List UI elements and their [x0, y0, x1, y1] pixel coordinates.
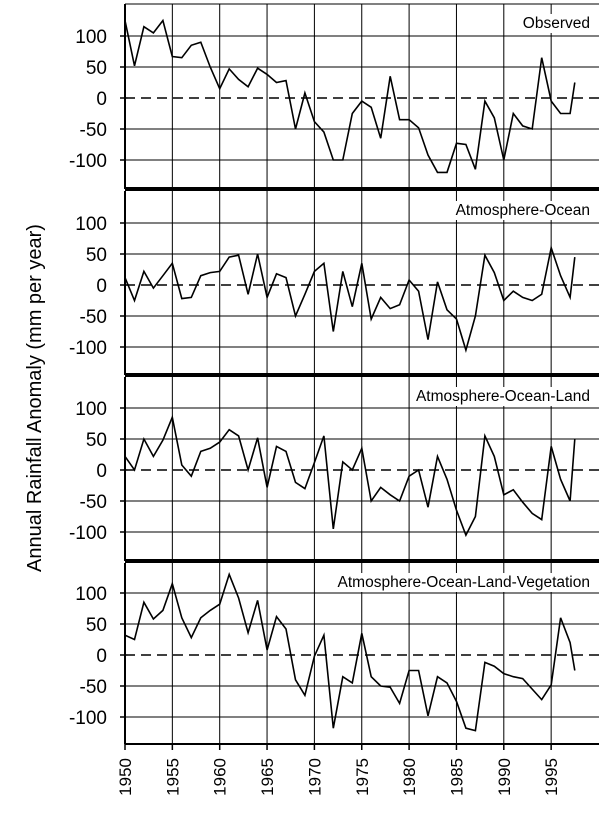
x-tick-label: 1980 [400, 758, 419, 796]
x-tick-label: 1985 [447, 758, 466, 796]
panel-4: 100 50 0 -50 -100 Atmosphere-Ocean-Land-Veget… [69, 563, 599, 745]
x-tick-label: 1995 [542, 758, 561, 796]
x-tick-label: 1975 [353, 758, 372, 796]
x-tick-label: 1970 [305, 758, 324, 796]
y-tick-label: 50 [86, 615, 107, 636]
y-tick-label: -50 [80, 492, 107, 513]
y-tick-label: -50 [80, 307, 107, 328]
panel-title-bg [334, 573, 593, 592]
panel-2: 100 50 0 -50 -100 Atmosphere-Ocean [69, 191, 599, 377]
y-tick-label: -50 [80, 120, 107, 141]
y-tick-label: -100 [69, 338, 107, 359]
y-tick-label: 50 [86, 430, 107, 451]
series-line [125, 244, 576, 353]
y-tick-label: 100 [75, 399, 107, 420]
panel-title: Observed [523, 15, 590, 32]
series-line [125, 572, 576, 732]
x-tick-label: 1955 [163, 758, 182, 796]
y-tick-label: 100 [75, 214, 107, 235]
panel-3: 100 50 0 -50 -100 Atmosphere-Ocean-Land [69, 377, 599, 563]
y-tick-label: -100 [69, 708, 107, 729]
panel-title-bg [452, 201, 593, 220]
y-tick-label: 100 [75, 584, 107, 605]
y-tick-label: 0 [96, 461, 107, 482]
panel-1: 100 50 0 -50 -100 Observed [69, 3, 599, 191]
y-tick-label: 50 [86, 245, 107, 266]
y-tick-label: -100 [69, 523, 107, 544]
y-axis-title: Annual Rainfall Anomaly (mm per year) [24, 224, 46, 572]
panel-title-bg [412, 387, 593, 406]
x-tick-label: 1960 [211, 758, 230, 796]
y-tick-label: 0 [96, 276, 107, 297]
y-tick-label: 100 [75, 27, 107, 48]
panel-title: Atmosphere-Ocean [456, 202, 590, 219]
y-tick-label: 0 [96, 646, 107, 667]
panel-title-bg [519, 14, 593, 33]
y-tick-label: -100 [69, 151, 107, 172]
x-tick-label: 1950 [116, 758, 135, 796]
panel-title: Atmosphere-Ocean-Land [416, 388, 590, 405]
y-tick-label: 0 [96, 89, 107, 110]
series-line [125, 414, 576, 538]
y-tick-label: -50 [80, 677, 107, 698]
panel-title: Atmosphere-Ocean-Land-Vegetation [338, 574, 590, 591]
y-tick-label: 50 [86, 58, 107, 79]
x-tick-label: 1990 [495, 758, 514, 796]
x-axis: 1950 1955 1960 1965 1970 1975 1980 1985 1990 1995 [116, 744, 561, 796]
x-tick-label: 1965 [258, 758, 277, 796]
series-line [125, 18, 576, 174]
